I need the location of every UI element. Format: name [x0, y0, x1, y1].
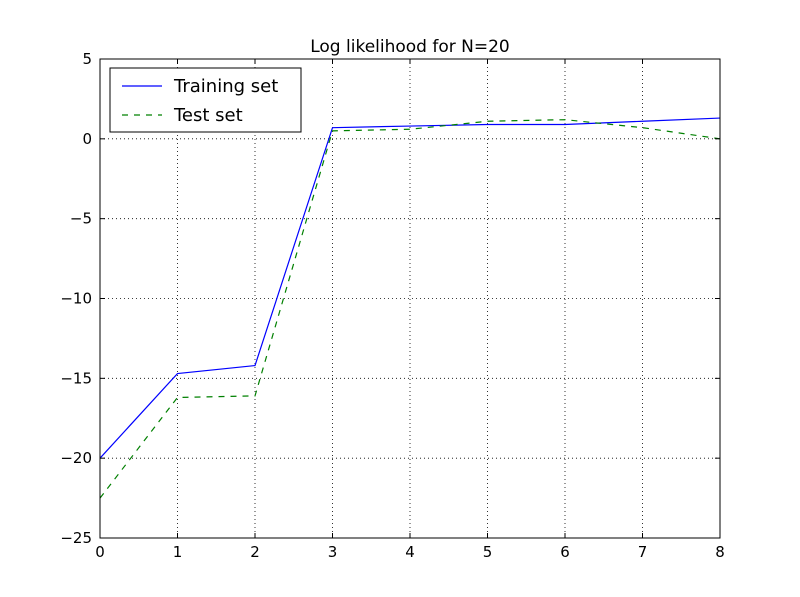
legend-box	[109, 67, 302, 133]
y-tick-label: −15	[60, 369, 92, 387]
x-tick-label: 2	[250, 543, 260, 561]
legend-label-test: Test set	[173, 105, 243, 126]
y-tick-label: 0	[82, 130, 92, 148]
x-tick-label: 5	[483, 543, 493, 561]
y-tick-label: −25	[60, 529, 92, 547]
x-tick-label: 4	[405, 543, 415, 561]
y-tick-label: −20	[60, 449, 92, 467]
x-tick-label: 1	[173, 543, 183, 561]
y-tick-label: −5	[70, 210, 92, 228]
y-tick-label: −10	[60, 290, 92, 308]
x-tick-label: 6	[560, 543, 570, 561]
y-tick-label: 5	[82, 50, 92, 68]
axis-ticks: 0 1 2 3 4 5 6 7 8 5 0 −5 −10 −15 −20 −25	[60, 50, 724, 561]
x-tick-label: 7	[638, 543, 648, 561]
x-tick-label: 0	[95, 543, 105, 561]
legend: Training set Test set	[109, 67, 302, 133]
series-lines	[99, 117, 721, 499]
legend-label-training: Training set	[173, 76, 278, 97]
chart-title: Log likelihood for N=20	[310, 37, 510, 57]
x-tick-label: 8	[715, 543, 725, 561]
x-tick-label: 3	[328, 543, 338, 561]
grid-lines	[100, 59, 720, 538]
